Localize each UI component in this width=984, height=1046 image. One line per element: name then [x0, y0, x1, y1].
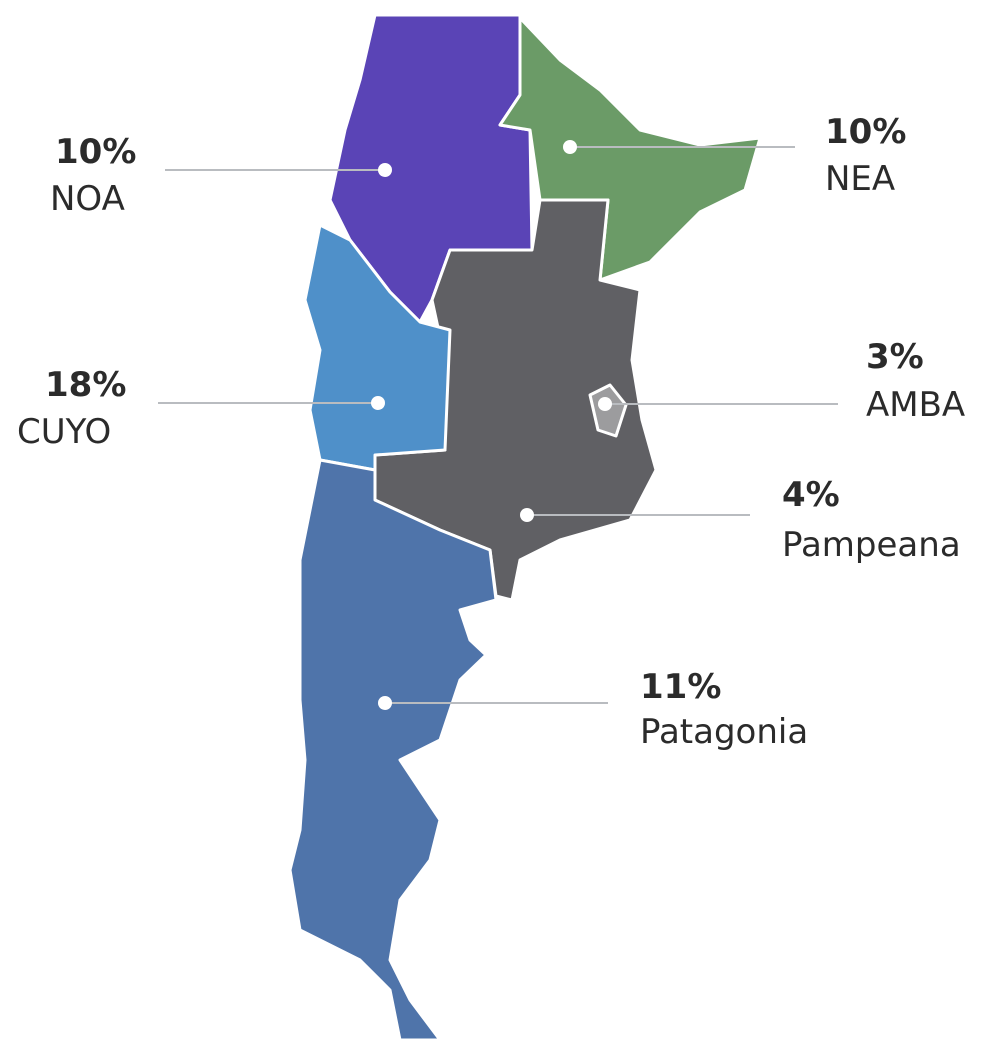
pin: [371, 396, 385, 410]
leaders: [158, 140, 838, 710]
region-share: 3%: [866, 337, 924, 377]
region-name: CUYO: [17, 412, 111, 452]
region-share: 10%: [825, 112, 906, 152]
region-name: Pampeana: [782, 525, 961, 565]
region-share: 4%: [782, 475, 840, 515]
region-name: NEA: [825, 159, 895, 199]
regions: [288, 13, 762, 1042]
pin: [520, 508, 534, 522]
region-name: NOA: [50, 179, 125, 219]
region-patagonia: [288, 458, 498, 1042]
labels: 10% NOA 10% NEA 18% CUYO 3% AMBA 4% Pamp…: [17, 112, 965, 752]
region-nea: [498, 16, 762, 282]
region-share: 10%: [55, 132, 136, 172]
pin: [378, 163, 392, 177]
pin: [563, 140, 577, 154]
region-share: 11%: [640, 667, 721, 707]
region-share: 18%: [45, 365, 126, 405]
region-amba: [588, 383, 628, 438]
region-cuyo: [303, 223, 452, 472]
pin: [598, 397, 612, 411]
region-name: AMBA: [866, 385, 965, 425]
pin: [378, 696, 392, 710]
region-name: Patagonia: [640, 712, 808, 752]
